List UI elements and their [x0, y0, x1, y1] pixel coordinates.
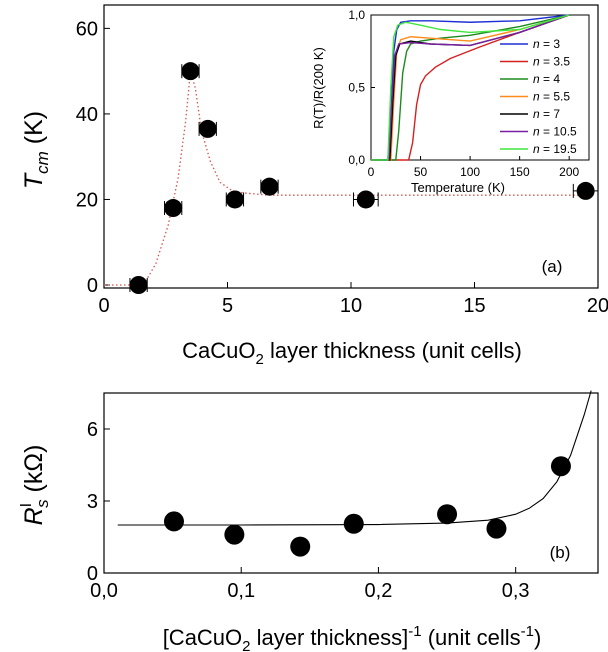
panel-b-data-point	[437, 504, 458, 525]
panel-a-x-tick-label: 20	[587, 295, 608, 317]
panel-a-label: (a)	[542, 257, 563, 276]
panel-b-data-point	[550, 456, 571, 477]
panel-a-data-point	[181, 62, 200, 81]
panel-b-data-point	[486, 518, 507, 539]
panel-b-label: (b)	[550, 543, 571, 562]
panel-a-data-point	[356, 190, 375, 209]
inset-legend: n = 3 n = 3.5 n = 4 n = 5.5 n = 7 n = 10.5 n =…	[500, 37, 577, 156]
panel-a-y-tick-label: 0	[87, 275, 98, 297]
panel-b-y-tick-label: 0	[87, 563, 98, 585]
inset-y-tick-label: 1,0	[348, 8, 365, 22]
inset-x-tick-label: 100	[460, 165, 480, 179]
inset-legend-label: n = 7	[533, 107, 560, 121]
inset-legend-label: n = 3.5	[533, 55, 570, 69]
panel-b-ticks: 0,0 0,1 0,2 0,3 0 3 6	[87, 419, 530, 602]
panel-b-data-point	[224, 524, 245, 545]
inset-legend-label: n = 5.5	[533, 90, 570, 104]
inset-ticks: 0 50 100 150 200 0,0 0,5 1,0	[348, 8, 579, 179]
panel-a-y-tick-label: 20	[76, 189, 98, 211]
panel-b-data-point	[163, 511, 184, 532]
inset-series-line	[371, 14, 570, 161]
inset-x-tick-label: 150	[510, 165, 530, 179]
panel-a-data-point	[260, 177, 279, 196]
panel-a-y-tick-label: 60	[76, 18, 98, 40]
inset-legend-label: n = 19.5	[533, 142, 577, 156]
inset-y-tick-label: 0,0	[348, 153, 365, 167]
inset-x-tick-label: 0	[368, 165, 375, 179]
inset-legend-label: n = 10.5	[533, 125, 577, 139]
panel-a-x-tick-label: 0	[98, 295, 109, 317]
panel-b-frame	[103, 392, 599, 574]
inset-series-line	[371, 14, 570, 161]
panel-b-x-tick-label: 0,1	[227, 580, 255, 602]
inset-lines	[371, 14, 570, 161]
panel-a-data-point	[198, 119, 217, 138]
inset-x-axis-label: Temperature (K)	[411, 180, 505, 195]
panel-a-x-tick-label: 5	[222, 295, 233, 317]
panel-b-y-tick-label: 6	[87, 419, 98, 441]
panel-b-x-tick-label: 0,3	[502, 580, 530, 602]
panel-b-data-point	[290, 536, 311, 557]
inset-y-tick-label: 0,5	[348, 81, 365, 95]
panel-a-data-point	[129, 276, 148, 294]
inset-series-line	[371, 14, 570, 161]
panel-b-points	[163, 456, 571, 557]
panel-b-x-axis-label: [CaCuO2 layer thickness]-1 (unit cells-1…	[163, 623, 542, 652]
inset-y-axis-label: R(T)/R(200 K)	[311, 47, 326, 129]
panel-b-fit-line	[117, 390, 592, 526]
panel-b-y-tick-label: 3	[87, 491, 98, 513]
panel-b-x-tick-label: 0,0	[90, 580, 118, 602]
panel-b: 0,0 0,1 0,2 0,3 0 3 6 [CaCuO2 layer thickness]…	[18, 390, 599, 652]
panel-b-data-point	[343, 513, 364, 534]
inset-series-line	[371, 14, 570, 161]
inset-legend-label: n = 4	[533, 72, 560, 86]
panel-a-x-tick-label: 10	[340, 295, 362, 317]
panel-a-data-point	[164, 199, 183, 218]
panel-a-points	[129, 62, 599, 294]
inset-x-tick-label: 200	[559, 165, 579, 179]
inset-x-tick-label: 50	[414, 165, 428, 179]
panel-a-data-point	[576, 181, 595, 200]
inset-legend-label: n = 3	[533, 37, 560, 51]
panel-a-y-axis-label: Tcm (K)	[20, 111, 52, 189]
panel-a-x-axis-label: CaCuO2 layer thickness (unit cells)	[182, 338, 522, 368]
panel-a-guide-line	[104, 70, 586, 286]
panel-a-x-tick-label: 15	[463, 295, 485, 317]
panel-a-data-point	[225, 190, 244, 209]
inset-series-line	[371, 14, 570, 161]
panel-a-y-tick-label: 40	[76, 104, 98, 126]
panel-b-x-tick-label: 0,2	[365, 580, 393, 602]
panel-b-y-axis-label: RIs (kΩ)	[18, 445, 52, 526]
